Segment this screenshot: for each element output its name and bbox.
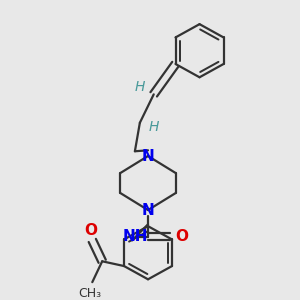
Text: H: H [148, 120, 159, 134]
Text: NH: NH [122, 229, 148, 244]
Text: O: O [84, 224, 97, 238]
Text: O: O [175, 229, 188, 244]
Text: CH₃: CH₃ [79, 287, 102, 300]
Text: N: N [142, 202, 154, 217]
Text: N: N [142, 148, 154, 164]
Text: H: H [135, 80, 145, 94]
